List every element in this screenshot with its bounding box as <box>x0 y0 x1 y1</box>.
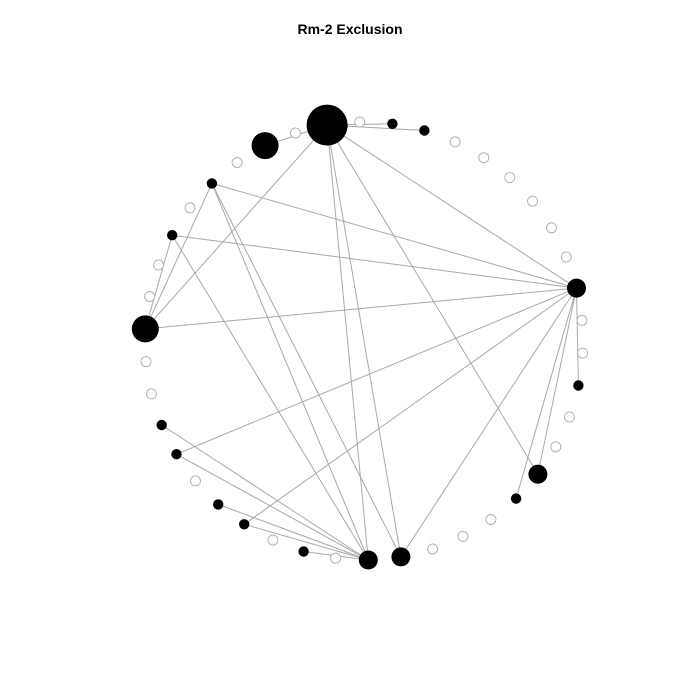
node-n19 <box>298 546 309 557</box>
node-n11 <box>140 356 152 368</box>
node-n29 <box>563 411 575 423</box>
edge-n1-n33 <box>326 124 577 289</box>
node-n30 <box>573 380 584 391</box>
node-n25 <box>485 514 497 525</box>
node-n8 <box>153 259 165 271</box>
edge-layer <box>144 123 579 561</box>
node-n4 <box>231 157 243 168</box>
node-n12 <box>146 388 157 400</box>
edge-n5-n33 <box>211 182 577 289</box>
edge-n14-n21 <box>176 453 369 561</box>
edge-n13-n21 <box>161 424 369 561</box>
node-n24 <box>457 530 469 542</box>
node-n15 <box>190 475 201 487</box>
edge-n5-n21 <box>211 183 369 561</box>
node-n13 <box>156 419 167 431</box>
node-n22 <box>391 547 411 567</box>
node-n1 <box>306 104 348 146</box>
node-n39 <box>449 136 461 148</box>
edge-n10-n33 <box>145 287 577 330</box>
edge-n7-n10 <box>144 235 173 330</box>
node-n42 <box>354 116 366 128</box>
node-n6 <box>184 202 196 214</box>
edge-n33-n30 <box>576 288 579 386</box>
edge-n1-n21 <box>326 125 369 561</box>
edge-n16-n21 <box>218 503 369 561</box>
edge-n7-n21 <box>171 234 369 561</box>
node-n16 <box>213 499 224 510</box>
node-n26 <box>510 493 522 504</box>
node-n34 <box>560 251 572 263</box>
node-n20 <box>330 552 342 564</box>
edge-n33-n26 <box>515 287 577 499</box>
edge-n17-n21 <box>244 523 369 561</box>
node-n37 <box>504 172 516 184</box>
node-n18 <box>267 534 279 546</box>
node-n31 <box>577 347 589 359</box>
node-n23 <box>427 543 439 555</box>
node-n32 <box>576 314 588 326</box>
node-n35 <box>546 222 557 234</box>
node-n36 <box>527 195 538 207</box>
node-n14 <box>171 449 182 460</box>
node-n28 <box>550 441 562 453</box>
edge-n33-n22 <box>400 287 577 558</box>
edge-n33-n27 <box>537 287 577 475</box>
edge-n33-n17 <box>243 287 577 525</box>
node-n40 <box>419 125 430 136</box>
edge-n5-n10 <box>144 183 213 330</box>
edge-n1-n10 <box>144 124 328 330</box>
node-n10 <box>131 315 159 343</box>
node-n21 <box>358 550 378 570</box>
edge-n33-n14 <box>176 287 577 455</box>
node-n38 <box>478 152 490 164</box>
node-n41 <box>387 118 398 129</box>
node-n33 <box>567 278 586 298</box>
plot-title: Rm-2 Exclusion <box>297 21 403 37</box>
node-n5 <box>206 178 218 189</box>
edge-n1-n27 <box>326 124 539 475</box>
node-n9 <box>144 291 156 302</box>
node-n2 <box>289 127 301 139</box>
node-layer <box>131 104 589 570</box>
edge-n7-n33 <box>172 234 577 289</box>
node-n17 <box>239 519 250 530</box>
edge-n1-n22 <box>326 125 402 557</box>
node-n7 <box>167 230 178 241</box>
node-n3 <box>251 132 279 160</box>
node-n27 <box>528 464 548 484</box>
edge-n5-n22 <box>211 183 402 558</box>
